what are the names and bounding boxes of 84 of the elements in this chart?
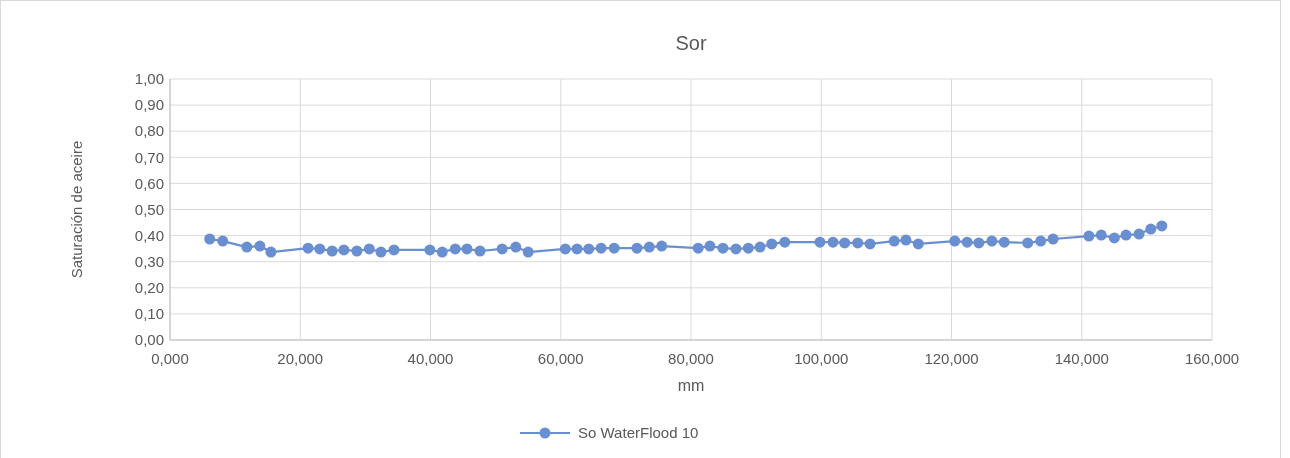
y-tick-label: 0,90 — [134, 96, 164, 114]
y-tick-label: 0,40 — [134, 226, 164, 244]
point — [717, 242, 729, 254]
point — [779, 236, 791, 248]
point — [608, 242, 620, 254]
point — [814, 236, 826, 248]
point — [973, 237, 985, 249]
point — [436, 246, 448, 258]
y-tick-label: 0,50 — [134, 200, 164, 218]
point — [559, 243, 571, 255]
point — [888, 235, 900, 247]
y-tick-label: 1,00 — [134, 70, 164, 88]
point — [241, 241, 253, 253]
point — [254, 240, 266, 252]
point — [595, 242, 607, 254]
x-tick-label: 20,000 — [277, 350, 324, 367]
x-tick-label: 60,000 — [537, 350, 584, 367]
point — [1083, 230, 1095, 242]
point — [326, 245, 338, 257]
point — [571, 243, 583, 255]
point — [314, 243, 326, 255]
point — [1035, 235, 1047, 247]
y-tick-label: 0,30 — [134, 252, 164, 270]
point — [461, 243, 473, 255]
point — [1095, 229, 1107, 241]
y-tick-label: 0,10 — [134, 305, 164, 323]
chart-title: Sor — [675, 32, 707, 54]
point — [388, 244, 400, 256]
point — [864, 238, 876, 250]
point — [522, 246, 534, 258]
legend-label: So WaterFlood 10 — [578, 424, 699, 442]
point — [424, 244, 436, 256]
point — [1022, 237, 1034, 249]
point — [1120, 229, 1132, 241]
point — [766, 238, 778, 250]
point — [496, 243, 508, 255]
y-tick-label: 0,00 — [134, 331, 164, 349]
point — [583, 243, 595, 255]
point — [827, 236, 839, 248]
point — [1108, 232, 1120, 244]
point — [692, 242, 704, 254]
point — [351, 245, 363, 257]
point — [704, 240, 716, 252]
point — [510, 241, 522, 253]
point — [1145, 223, 1157, 235]
point — [265, 246, 277, 258]
y-tick-label: 0,70 — [134, 148, 164, 166]
point — [839, 237, 851, 249]
point — [474, 245, 486, 257]
point — [631, 242, 643, 254]
x-tick-label: 80,000 — [668, 350, 714, 367]
point — [302, 242, 314, 254]
y-axis-title: Saturación de aceire — [68, 140, 85, 279]
point — [449, 243, 461, 255]
y-tick-label: 0,80 — [134, 122, 164, 140]
x-tick-label: 0,000 — [151, 350, 189, 367]
point — [1133, 228, 1145, 240]
point — [754, 241, 766, 253]
point — [730, 243, 742, 255]
y-tick-label: 0,60 — [134, 174, 164, 192]
x-axis-title: mm — [677, 377, 705, 394]
point — [1047, 233, 1059, 245]
x-tick-label: 40,000 — [407, 350, 454, 367]
point — [949, 235, 961, 247]
x-tick-label: 120,000 — [924, 350, 979, 367]
point — [363, 243, 375, 255]
point — [217, 235, 229, 247]
point — [742, 242, 754, 254]
point — [912, 238, 924, 250]
point — [643, 241, 655, 253]
point — [852, 237, 864, 249]
x-tick-label: 100,000 — [794, 350, 849, 367]
x-tick-label: 140,000 — [1054, 350, 1109, 367]
x-tick-label: 160,000 — [1184, 350, 1240, 367]
point — [656, 240, 668, 252]
point — [1156, 220, 1168, 232]
point — [961, 236, 973, 248]
point — [338, 244, 350, 256]
point — [998, 236, 1010, 248]
point — [375, 246, 387, 258]
point — [986, 235, 998, 247]
y-tick-label: 0,20 — [134, 279, 164, 297]
point — [900, 234, 912, 246]
point — [204, 233, 216, 245]
